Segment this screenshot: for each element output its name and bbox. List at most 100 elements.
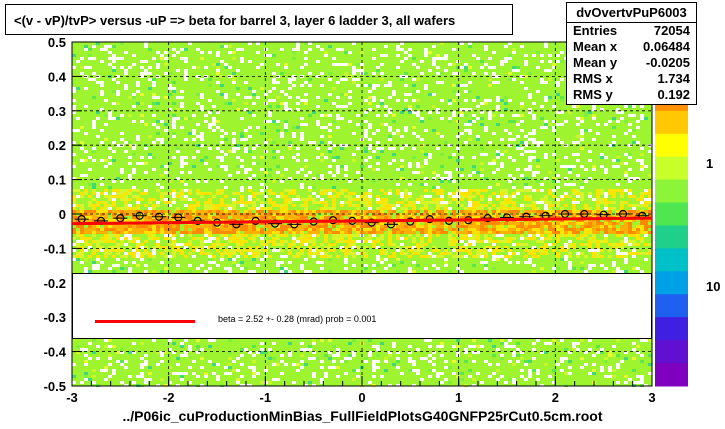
heatmap-cell [300,117,304,120]
heatmap-cell [644,165,648,168]
heatmap-cell [500,204,504,207]
heatmap-cell [236,165,240,168]
heatmap-cell [556,252,560,255]
heatmap-cell [516,231,520,234]
heatmap-cell [640,219,644,222]
heatmap-cell [484,240,488,243]
heatmap-cell [92,264,96,267]
heatmap-cell [156,96,160,99]
heatmap-cell [384,213,388,216]
heatmap-cell [568,261,572,264]
heatmap-cell [404,210,408,213]
heatmap-cell [524,225,528,228]
heatmap-cell [592,372,596,375]
heatmap-cell [304,270,308,273]
heatmap-cell [168,192,172,195]
heatmap-cell [496,150,500,153]
heatmap-cell [532,114,536,117]
heatmap-cell [208,261,212,264]
heatmap-cell [440,255,444,258]
heatmap-cell [292,210,296,213]
heatmap-cell [524,228,528,231]
heatmap-cell [512,210,516,213]
heatmap-cell [264,231,268,234]
heatmap-cell [372,270,376,273]
heatmap-cell [196,135,200,138]
heatmap-cell [320,114,324,117]
heatmap-cell [584,351,588,354]
heatmap-cell [100,81,104,84]
heatmap-cell [308,42,312,45]
heatmap-cell [336,165,340,168]
heatmap-cell [124,267,128,270]
heatmap-cell [376,222,380,225]
heatmap-cell [96,225,100,228]
heatmap-cell [308,345,312,348]
heatmap-cell [544,213,548,216]
heatmap-cell [500,165,504,168]
heatmap-cell [188,348,192,351]
heatmap-cell [180,231,184,234]
heatmap-cell [416,201,420,204]
heatmap-cell [616,189,620,192]
heatmap-cell [112,69,116,72]
heatmap-cell [320,192,324,195]
heatmap-cell [440,204,444,207]
heatmap-cell [488,162,492,165]
heatmap-cell [448,174,452,177]
heatmap-cell [152,141,156,144]
heatmap-cell [260,210,264,213]
heatmap-cell [276,237,280,240]
heatmap-cell [164,192,168,195]
heatmap-cell [440,216,444,219]
heatmap-cell [180,342,184,345]
heatmap-cell [328,45,332,48]
heatmap-cell [468,345,472,348]
heatmap-cell [428,93,432,96]
heatmap-cell [560,165,564,168]
heatmap-cell [104,216,108,219]
heatmap-cell [452,237,456,240]
heatmap-cell [84,45,88,48]
heatmap-cell [344,93,348,96]
heatmap-cell [512,378,516,381]
heatmap-cell [400,252,404,255]
heatmap-cell [444,264,448,267]
heatmap-cell [304,348,308,351]
heatmap-cell [484,360,488,363]
heatmap-cell [468,174,472,177]
heatmap-cell [628,252,632,255]
heatmap-cell [564,204,568,207]
heatmap-cell [280,48,284,51]
heatmap-cell [116,192,120,195]
heatmap-cell [120,192,124,195]
heatmap-cell [292,234,296,237]
heatmap-cell [544,351,548,354]
heatmap-cell [312,255,316,258]
heatmap-cell [352,228,356,231]
heatmap-cell [172,225,176,228]
heatmap-cell [464,90,468,93]
heatmap-cell [100,231,104,234]
heatmap-cell [224,165,228,168]
heatmap-cell [116,117,120,120]
heatmap-cell [532,225,536,228]
heatmap-cell [356,207,360,210]
heatmap-cell [120,231,124,234]
heatmap-cell [632,369,636,372]
heatmap-cell [224,237,228,240]
heatmap-cell [152,108,156,111]
heatmap-cell [248,216,252,219]
heatmap-cell [520,129,524,132]
heatmap-cell [280,216,284,219]
heatmap-cell [632,267,636,270]
heatmap-cell [540,126,544,129]
heatmap-cell [204,240,208,243]
heatmap-cell [592,369,596,372]
heatmap-cell [432,351,436,354]
heatmap-cell [364,267,368,270]
heatmap-cell [148,366,152,369]
heatmap-cell [460,192,464,195]
heatmap-cell [268,105,272,108]
heatmap-cell [188,42,192,45]
